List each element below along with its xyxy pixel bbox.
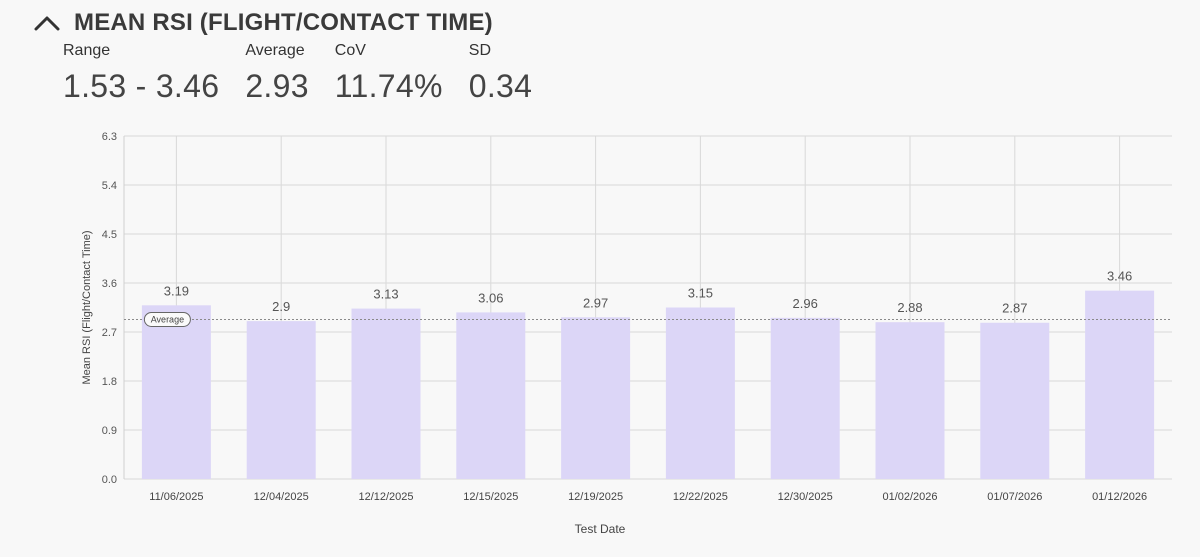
- bar-value-label: 3.46: [1107, 269, 1132, 284]
- y-tick-label: 4.5: [102, 229, 117, 241]
- stat-value: 11.74%: [334, 68, 443, 104]
- bar: [665, 307, 735, 479]
- y-axis-title: Mean RSI (Flight/Contact Time): [81, 230, 93, 384]
- chevron-up-icon[interactable]: [30, 6, 64, 40]
- bar-value-label: 3.15: [688, 286, 713, 301]
- x-tick-label: 01/07/2026: [987, 491, 1042, 503]
- bar: [561, 317, 631, 479]
- x-tick-label: 01/02/2026: [882, 491, 937, 503]
- stat-label: Range: [63, 42, 111, 59]
- bar: [770, 317, 840, 479]
- bar: [141, 305, 211, 479]
- stat-range: Range 1.53 - 3.46: [63, 42, 219, 105]
- x-tick-label: 12/30/2025: [778, 491, 833, 503]
- bar: [456, 312, 526, 479]
- bar: [246, 321, 316, 479]
- y-tick-label: 3.6: [102, 278, 117, 290]
- chart-header: MEAN RSI (FLIGHT/CONTACT TIME): [30, 6, 493, 40]
- stat-label: CoV: [334, 42, 366, 59]
- y-tick-label: 6.3: [102, 131, 117, 143]
- x-tick-label: 12/12/2025: [358, 491, 413, 503]
- stat-label: Average: [245, 42, 305, 59]
- bar-value-label: 2.97: [583, 295, 608, 310]
- bar-value-label: 2.87: [1002, 301, 1027, 316]
- stat-value: 2.93: [245, 68, 309, 104]
- bar-value-label: 2.9: [272, 299, 290, 314]
- x-tick-label: 12/15/2025: [463, 491, 518, 503]
- bar-value-label: 2.88: [897, 300, 922, 315]
- bar-value-label: 3.06: [478, 290, 503, 305]
- x-tick-label: 12/19/2025: [568, 491, 623, 503]
- y-tick-label: 5.4: [102, 180, 117, 192]
- stat-average: Average 2.93: [245, 42, 308, 105]
- stat-value: 1.53 - 3.46: [63, 68, 220, 104]
- bar-value-label: 2.96: [793, 296, 818, 311]
- x-tick-label: 12/04/2025: [254, 491, 309, 503]
- bar: [1085, 290, 1155, 479]
- y-tick-label: 0.9: [102, 425, 117, 437]
- x-tick-label: 12/22/2025: [673, 491, 728, 503]
- stat-label: SD: [468, 42, 491, 59]
- stat-cov: CoV 11.74%: [335, 42, 443, 105]
- average-label-pill: [143, 311, 191, 327]
- stats-row: Range 1.53 - 3.46 Average 2.93 CoV 11.74…: [63, 42, 558, 105]
- stat-value: 0.34: [468, 68, 533, 104]
- bar-value-label: 3.19: [164, 283, 189, 298]
- average-label: Average: [151, 314, 184, 324]
- x-tick-label: 01/12/2026: [1092, 491, 1147, 503]
- stat-sd: SD 0.34: [469, 42, 532, 105]
- bar-value-label: 3.13: [373, 287, 398, 302]
- y-tick-label: 1.8: [102, 376, 117, 388]
- chart-title: MEAN RSI (FLIGHT/CONTACT TIME): [74, 9, 493, 36]
- y-tick-label: 0.0: [102, 474, 117, 486]
- y-tick-label: 2.7: [102, 327, 117, 339]
- bar: [351, 308, 421, 479]
- x-tick-label: 11/06/2025: [149, 491, 203, 503]
- bar: [875, 322, 945, 479]
- x-axis-title: Test Date: [575, 522, 626, 536]
- bar: [980, 322, 1050, 479]
